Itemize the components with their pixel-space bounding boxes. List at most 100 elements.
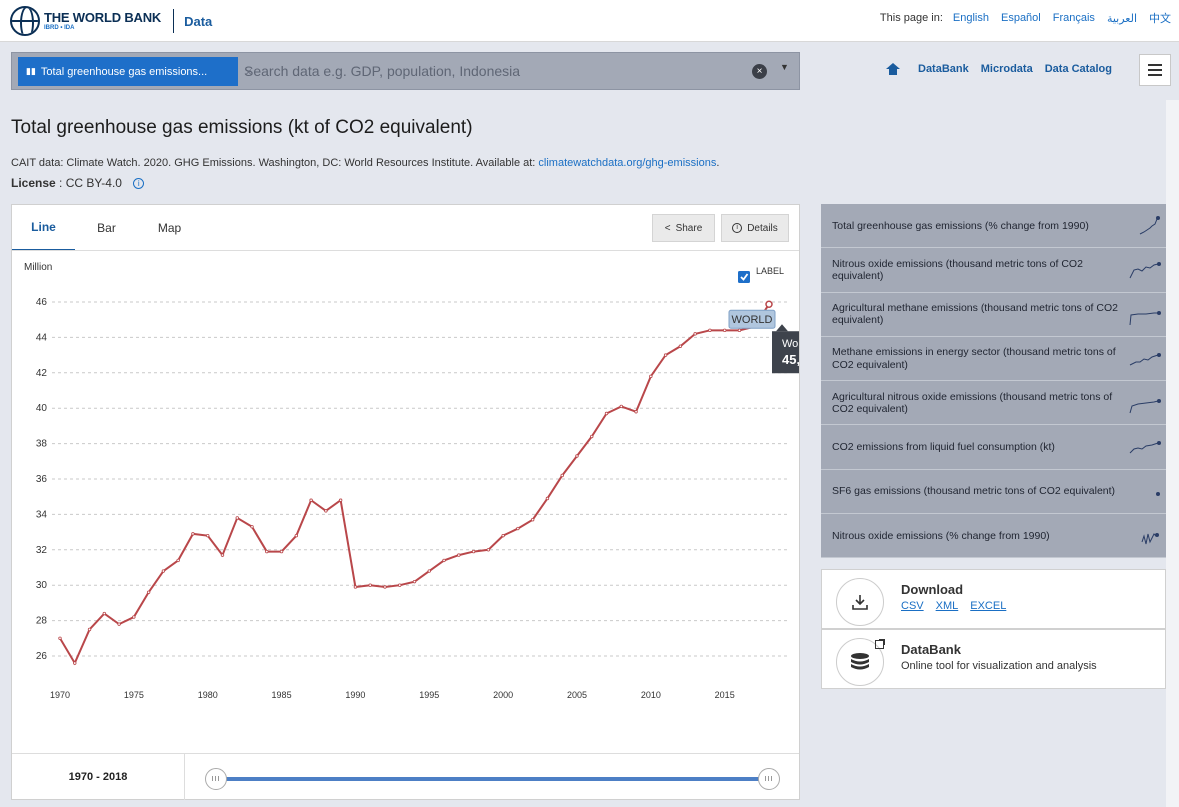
tab-bar[interactable]: Bar [97, 221, 116, 235]
related-item[interactable]: CO2 emissions from liquid fuel consumpti… [821, 425, 1166, 470]
data-point[interactable] [604, 411, 609, 416]
data-point[interactable] [708, 328, 712, 333]
related-item-label: CO2 emissions from liquid fuel consumpti… [832, 441, 1055, 454]
data-point[interactable] [161, 569, 166, 573]
lang-francais[interactable]: Français [1052, 12, 1095, 24]
related-item[interactable]: Nitrous oxide emissions (thousand metric… [821, 248, 1166, 293]
databank-card[interactable]: DataBank Online tool for visualization a… [821, 629, 1166, 689]
data-point[interactable] [117, 622, 121, 626]
data-point[interactable] [102, 611, 107, 616]
data-point[interactable] [722, 328, 727, 333]
lang-english[interactable]: English [952, 12, 989, 24]
x-tick-label: 1985 [272, 690, 292, 700]
related-item[interactable]: Agricultural nitrous oxide emissions (th… [821, 381, 1166, 426]
chevron-down-icon[interactable]: ▼ [780, 62, 789, 72]
data-point[interactable] [693, 332, 697, 336]
download-card: Download CSV XML EXCEL [821, 569, 1166, 629]
data-point[interactable] [663, 353, 668, 357]
data-point[interactable] [501, 533, 505, 538]
data-point[interactable] [737, 328, 742, 333]
data-point[interactable] [545, 496, 550, 501]
download-excel-link[interactable]: EXCEL [970, 600, 1007, 612]
lang-arabic[interactable]: العربية [1106, 12, 1137, 25]
download-xml-link[interactable]: XML [935, 600, 959, 612]
data-point[interactable] [368, 583, 372, 587]
data-point[interactable] [516, 526, 520, 531]
data-point[interactable] [678, 344, 683, 348]
related-item[interactable]: Nitrous oxide emissions (% change from 1… [821, 514, 1166, 559]
slider-track[interactable] [216, 777, 772, 781]
slider-handle-end[interactable]: III [758, 768, 780, 790]
data-point[interactable] [191, 532, 195, 536]
data-section-link[interactable]: Data [184, 13, 213, 29]
data-point[interactable] [427, 569, 431, 573]
related-item[interactable]: SF6 gas emissions (thousand metric tons … [821, 469, 1166, 515]
home-icon[interactable] [886, 63, 900, 75]
data-point[interactable] [87, 627, 92, 632]
data-point[interactable] [279, 549, 284, 554]
data-point[interactable] [220, 553, 225, 557]
label-checkbox[interactable]: LABEL [738, 266, 784, 283]
data-point[interactable] [442, 558, 446, 563]
download-links: CSV XML EXCEL [901, 600, 1006, 612]
source-note: CAIT data: Climate Watch. 2020. GHG Emis… [11, 157, 719, 169]
checkbox-box[interactable] [738, 271, 750, 283]
data-point[interactable] [146, 590, 151, 594]
data-point[interactable] [649, 374, 653, 379]
x-tick-label: 2015 [715, 690, 735, 700]
data-point[interactable] [73, 661, 77, 665]
info-icon[interactable]: i [133, 178, 145, 189]
data-point[interactable] [309, 498, 313, 502]
nav-databank[interactable]: DataBank [918, 63, 969, 75]
data-point[interactable] [338, 498, 343, 502]
data-point[interactable] [132, 615, 136, 619]
data-point[interactable] [58, 636, 62, 640]
slider-handle-start[interactable]: III [205, 768, 227, 790]
menu-icon-bar [1148, 64, 1162, 66]
data-point[interactable] [265, 549, 269, 554]
tab-map[interactable]: Map [157, 221, 182, 235]
data-point[interactable] [486, 548, 491, 552]
data-point[interactable] [471, 549, 476, 554]
tab-line[interactable]: Line [12, 205, 75, 251]
data-point[interactable] [412, 579, 417, 584]
data-point[interactable] [575, 454, 579, 458]
nav-data-catalog[interactable]: Data Catalog [1044, 63, 1112, 75]
page-scrollbar[interactable] [1166, 100, 1179, 807]
data-point[interactable] [634, 410, 638, 414]
share-button[interactable]: < Share [652, 214, 715, 242]
download-csv-link[interactable]: CSV [901, 600, 924, 612]
menu-button[interactable] [1139, 54, 1171, 86]
data-point[interactable] [206, 533, 210, 538]
data-point[interactable] [235, 516, 239, 520]
data-point[interactable] [530, 518, 535, 522]
indicator-chip[interactable]: ▮▮ Total greenhouse gas emissions... × [18, 57, 252, 86]
related-item[interactable]: Methane emissions in energy sector (thou… [821, 336, 1166, 382]
details-button[interactable]: i Details [721, 214, 789, 242]
related-item[interactable]: Total greenhouse gas emissions (% change… [821, 204, 1166, 249]
data-point[interactable] [590, 434, 594, 439]
data-point[interactable] [294, 533, 299, 538]
data-point[interactable] [353, 585, 358, 589]
lang-espanol[interactable]: Español [1000, 12, 1041, 24]
data-point[interactable] [398, 583, 402, 587]
data-point[interactable] [250, 525, 254, 529]
data-point[interactable] [619, 404, 623, 409]
search-input[interactable] [244, 60, 724, 82]
lang-chinese[interactable]: 中文 [1149, 13, 1171, 25]
label-checkbox-text: LABEL [756, 266, 784, 276]
series-line-world [59, 303, 770, 666]
related-item[interactable]: Agricultural methane emissions (thousand… [821, 292, 1166, 337]
data-point[interactable] [765, 300, 773, 308]
data-point[interactable] [560, 473, 564, 478]
data-point[interactable] [457, 553, 461, 557]
nav-microdata[interactable]: Microdata [980, 63, 1033, 75]
data-point[interactable] [383, 585, 387, 589]
data-point[interactable] [324, 509, 328, 513]
download-icon[interactable] [836, 578, 884, 626]
source-link[interactable]: climatewatchdata.org/ghg-emissions [538, 157, 717, 169]
sparkline-icon [1156, 491, 1160, 496]
clear-search-icon[interactable]: × [752, 64, 767, 79]
data-point[interactable] [176, 558, 180, 563]
world-bank-logo[interactable]: THE WORLD BANK IBRD • IDA Data [10, 6, 212, 36]
